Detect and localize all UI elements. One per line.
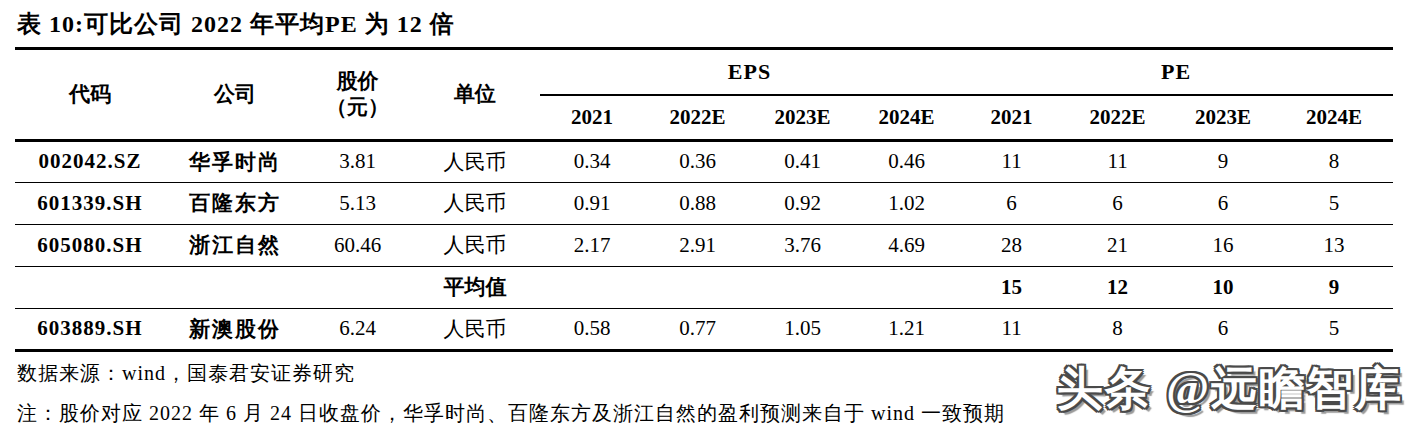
cell-eps-2022e: 0.88 [644,182,751,224]
cell-code: 605080.SH [15,224,165,266]
cell-avg-pe-2022e: 12 [1064,266,1171,308]
cell-price: 5.13 [305,182,410,224]
eps-year-2022e: 2022E [644,95,751,140]
pe-year-2023e: 2023E [1171,95,1275,140]
table-row-bailong: 601339.SH 百隆东方 5.13 人民币 0.91 0.88 0.92 1… [15,182,1393,224]
cell-pe-2024e: 8 [1275,140,1393,182]
cell-company-empty [165,266,305,308]
cell-eps-empty [854,266,959,308]
cell-pe-2024e: 5 [1275,182,1393,224]
cell-pe-2022e: 11 [1064,140,1171,182]
table-row-zhejiang: 605080.SH 浙江自然 60.46 人民币 2.17 2.91 3.76 … [15,224,1393,266]
cell-unit: 人民币 [410,140,540,182]
cell-price: 60.46 [305,224,410,266]
price-header-line2: （元） [305,94,410,120]
cell-pe-2023e: 9 [1171,140,1275,182]
cell-pe-2021: 6 [959,182,1064,224]
pe-year-2024e: 2024E [1275,95,1393,140]
cell-pe-2022e: 6 [1064,182,1171,224]
eps-year-2024e: 2024E [854,95,959,140]
cell-company: 百隆东方 [165,182,305,224]
cell-eps-empty [751,266,854,308]
cell-eps-2021: 0.34 [540,140,644,182]
cell-unit: 人民币 [410,224,540,266]
cell-pe-2021: 28 [959,224,1064,266]
cell-code: 002042.SZ [15,140,165,182]
cell-pe-2023e: 6 [1171,182,1275,224]
cell-eps-2021: 0.58 [540,308,644,350]
report-table-page: 表 10:可比公司 2022 年平均PE 为 12 倍 代码 公司 股价 （元）… [0,0,1407,427]
eps-year-2021: 2021 [540,95,644,140]
cell-pe-2023e: 16 [1171,224,1275,266]
cell-pe-2024e: 13 [1275,224,1393,266]
cell-eps-2023e: 1.05 [751,308,854,350]
average-label: 平均值 [410,266,540,308]
cell-eps-2024e: 0.46 [854,140,959,182]
cell-company: 新澳股份 [165,308,305,350]
page-title: 表 10:可比公司 2022 年平均PE 为 12 倍 [15,6,1393,50]
cell-eps-2021: 2.17 [540,224,644,266]
price-header-line1: 股价 [305,68,410,94]
cell-eps-2024e: 1.21 [854,308,959,350]
cell-eps-2022e: 0.77 [644,308,751,350]
cell-pe-2023e: 6 [1171,308,1275,350]
pe-year-2022e: 2022E [1064,95,1171,140]
cell-eps-empty [540,266,644,308]
pe-year-2021: 2021 [959,95,1064,140]
cell-pe-2021: 11 [959,140,1064,182]
cell-unit: 人民币 [410,182,540,224]
col-header-unit: 单位 [410,50,540,140]
cell-code: 603889.SH [15,308,165,350]
cell-eps-2021: 0.91 [540,182,644,224]
watermark: 头条 @远瞻智库 [1057,358,1403,420]
cell-unit: 人民币 [410,308,540,350]
comparable-companies-table: 代码 公司 股价 （元） 单位 EPS PE 2021 2022E 2023E … [15,50,1393,352]
cell-pe-2021: 11 [959,308,1064,350]
cell-code-empty [15,266,165,308]
table-row-average: 平均值 15 12 10 9 [15,266,1393,308]
col-header-company: 公司 [165,50,305,140]
cell-pe-2024e: 5 [1275,308,1393,350]
cell-eps-2023e: 0.41 [751,140,854,182]
cell-eps-2022e: 2.91 [644,224,751,266]
group-header-eps: EPS [540,50,959,95]
col-header-code: 代码 [15,50,165,140]
cell-price: 6.24 [305,308,410,350]
cell-pe-2022e: 21 [1064,224,1171,266]
cell-eps-empty [644,266,751,308]
cell-eps-2023e: 3.76 [751,224,854,266]
eps-year-2023e: 2023E [751,95,854,140]
group-header-pe: PE [959,50,1393,95]
cell-avg-pe-2021: 15 [959,266,1064,308]
cell-eps-2023e: 0.92 [751,182,854,224]
cell-avg-pe-2023e: 10 [1171,266,1275,308]
cell-price-empty [305,266,410,308]
cell-eps-2024e: 1.02 [854,182,959,224]
table-row-huafu: 002042.SZ 华孚时尚 3.81 人民币 0.34 0.36 0.41 0… [15,140,1393,182]
cell-company: 浙江自然 [165,224,305,266]
cell-price: 3.81 [305,140,410,182]
cell-code: 601339.SH [15,182,165,224]
cell-pe-2022e: 8 [1064,308,1171,350]
cell-company: 华孚时尚 [165,140,305,182]
cell-avg-pe-2024e: 9 [1275,266,1393,308]
col-header-price: 股价 （元） [305,50,410,140]
cell-eps-2022e: 0.36 [644,140,751,182]
cell-eps-2024e: 4.69 [854,224,959,266]
table-row-xinao: 603889.SH 新澳股份 6.24 人民币 0.58 0.77 1.05 1… [15,308,1393,350]
